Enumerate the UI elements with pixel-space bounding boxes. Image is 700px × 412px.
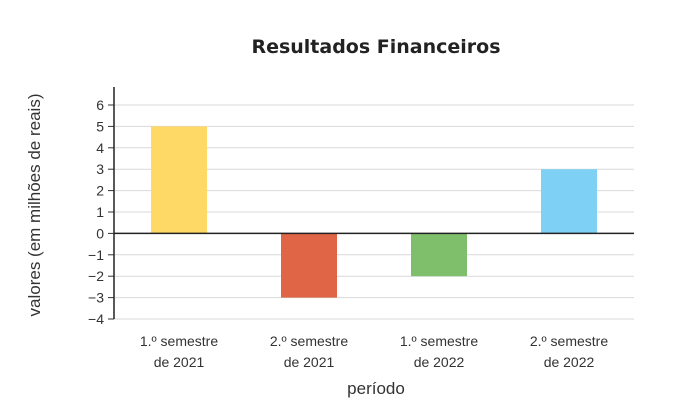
y-tick-labels: 6 5 4 3 2 1 0 −1 −2 −3 −4 bbox=[88, 97, 104, 327]
y-tick-label: −1 bbox=[88, 247, 104, 263]
x-tick-label: 2.º semestre bbox=[530, 333, 608, 349]
x-tick-label: de 2022 bbox=[544, 354, 595, 370]
x-tick-label: de 2022 bbox=[414, 354, 465, 370]
x-tick-label: 1.º semestre bbox=[140, 333, 218, 349]
bar bbox=[541, 169, 597, 234]
y-tick-label: 6 bbox=[96, 97, 104, 113]
x-tick-label: de 2021 bbox=[284, 354, 335, 370]
y-tick-label: 1 bbox=[96, 204, 104, 220]
y-tick-label: 3 bbox=[96, 161, 104, 177]
y-axis-title: valores (em milhões de reais) bbox=[25, 94, 44, 317]
y-tick-label: 5 bbox=[96, 118, 104, 134]
x-tick-labels: 1.º semestre de 2021 2.º semestre de 2021 1.… bbox=[140, 333, 608, 370]
y-tick-label: 0 bbox=[96, 225, 104, 241]
bar bbox=[411, 233, 467, 277]
x-tick-label: 2.º semestre bbox=[270, 333, 348, 349]
y-tick-label: 2 bbox=[96, 183, 104, 199]
x-tick-label: 1.º semestre bbox=[400, 333, 478, 349]
x-tick-label: de 2021 bbox=[154, 354, 205, 370]
y-tick-label: 4 bbox=[96, 140, 104, 156]
axes bbox=[108, 87, 634, 320]
chart-title: Resultados Financeiros bbox=[251, 36, 500, 58]
bar bbox=[151, 126, 207, 234]
y-tick-label: −2 bbox=[88, 268, 104, 284]
bars bbox=[151, 126, 597, 298]
x-axis-title: período bbox=[347, 379, 405, 398]
y-tick-label: −4 bbox=[88, 311, 104, 327]
bar bbox=[281, 233, 337, 298]
y-tick-label: −3 bbox=[88, 290, 104, 306]
